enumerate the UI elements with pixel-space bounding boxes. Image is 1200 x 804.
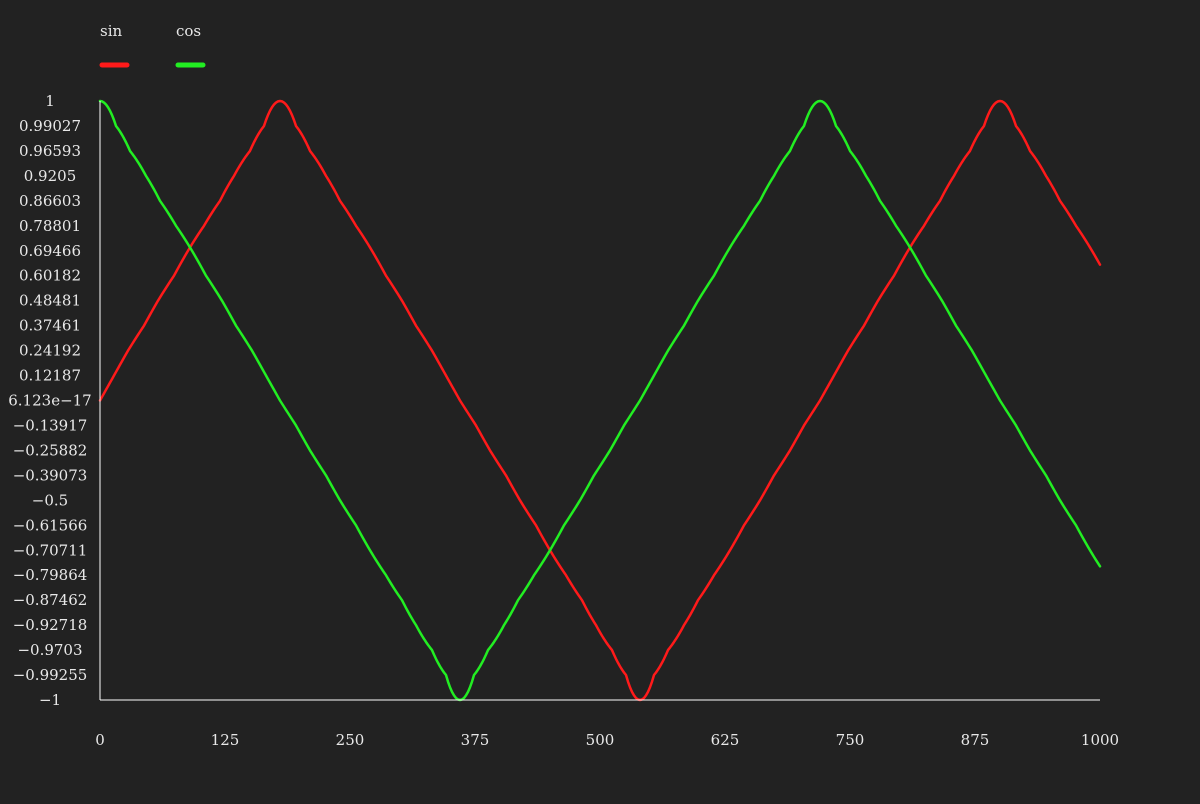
y-tick-label: −0.61566 bbox=[13, 516, 88, 534]
y-tick-label: −1 bbox=[39, 691, 61, 709]
x-axis-tick-labels: 0 125 250 375 500 625 750 875 1000 bbox=[95, 731, 1119, 749]
y-tick-label: −0.92718 bbox=[13, 616, 88, 634]
y-tick-label: 0.9205 bbox=[24, 167, 77, 185]
x-tick-label: 625 bbox=[711, 731, 740, 749]
x-tick-label: 875 bbox=[961, 731, 990, 749]
y-tick-label: −0.25882 bbox=[13, 441, 88, 459]
axes bbox=[99, 101, 1100, 701]
series-layer bbox=[98, 99, 1102, 702]
y-tick-label: 0.48481 bbox=[19, 292, 81, 310]
y-tick-label: −0.79864 bbox=[13, 566, 88, 584]
x-tick-label: 1000 bbox=[1081, 731, 1119, 749]
x-tick-label: 250 bbox=[336, 731, 365, 749]
y-tick-label: 0.60182 bbox=[19, 267, 81, 285]
x-tick-label: 500 bbox=[586, 731, 615, 749]
legend-label-sin: sin bbox=[100, 22, 122, 40]
y-tick-label: −0.5 bbox=[32, 491, 68, 509]
y-tick-label: −0.99255 bbox=[13, 666, 88, 684]
legend: sin cos bbox=[99, 22, 206, 68]
y-tick-label: 0.78801 bbox=[19, 217, 81, 235]
y-tick-label: 0.37461 bbox=[19, 317, 81, 335]
x-tick-label: 375 bbox=[461, 731, 490, 749]
series-line-sin bbox=[98, 99, 1102, 702]
y-tick-label: 6.123e−17 bbox=[8, 392, 91, 410]
y-tick-label: −0.13917 bbox=[13, 416, 88, 434]
y-tick-label: 0.12187 bbox=[19, 367, 81, 385]
y-tick-label: −0.9703 bbox=[17, 641, 82, 659]
series-line-cos bbox=[98, 99, 1102, 702]
x-tick-label: 125 bbox=[211, 731, 240, 749]
y-tick-label: 0.99027 bbox=[19, 117, 81, 135]
y-tick-label: 1 bbox=[45, 92, 55, 110]
y-tick-label: −0.70711 bbox=[13, 541, 88, 559]
y-tick-label: 0.69466 bbox=[19, 242, 81, 260]
legend-label-cos: cos bbox=[176, 22, 201, 40]
y-tick-label: 0.86603 bbox=[19, 192, 81, 210]
x-tick-label: 0 bbox=[95, 731, 105, 749]
y-axis-tick-labels: 1 0.99027 0.96593 0.9205 0.86603 0.78801 0.694… bbox=[8, 92, 91, 709]
y-tick-label: 0.96593 bbox=[19, 142, 81, 160]
y-tick-label: −0.39073 bbox=[13, 466, 88, 484]
x-tick-label: 750 bbox=[836, 731, 865, 749]
y-tick-label: 0.24192 bbox=[19, 342, 81, 360]
y-tick-label: −0.87462 bbox=[13, 591, 88, 609]
